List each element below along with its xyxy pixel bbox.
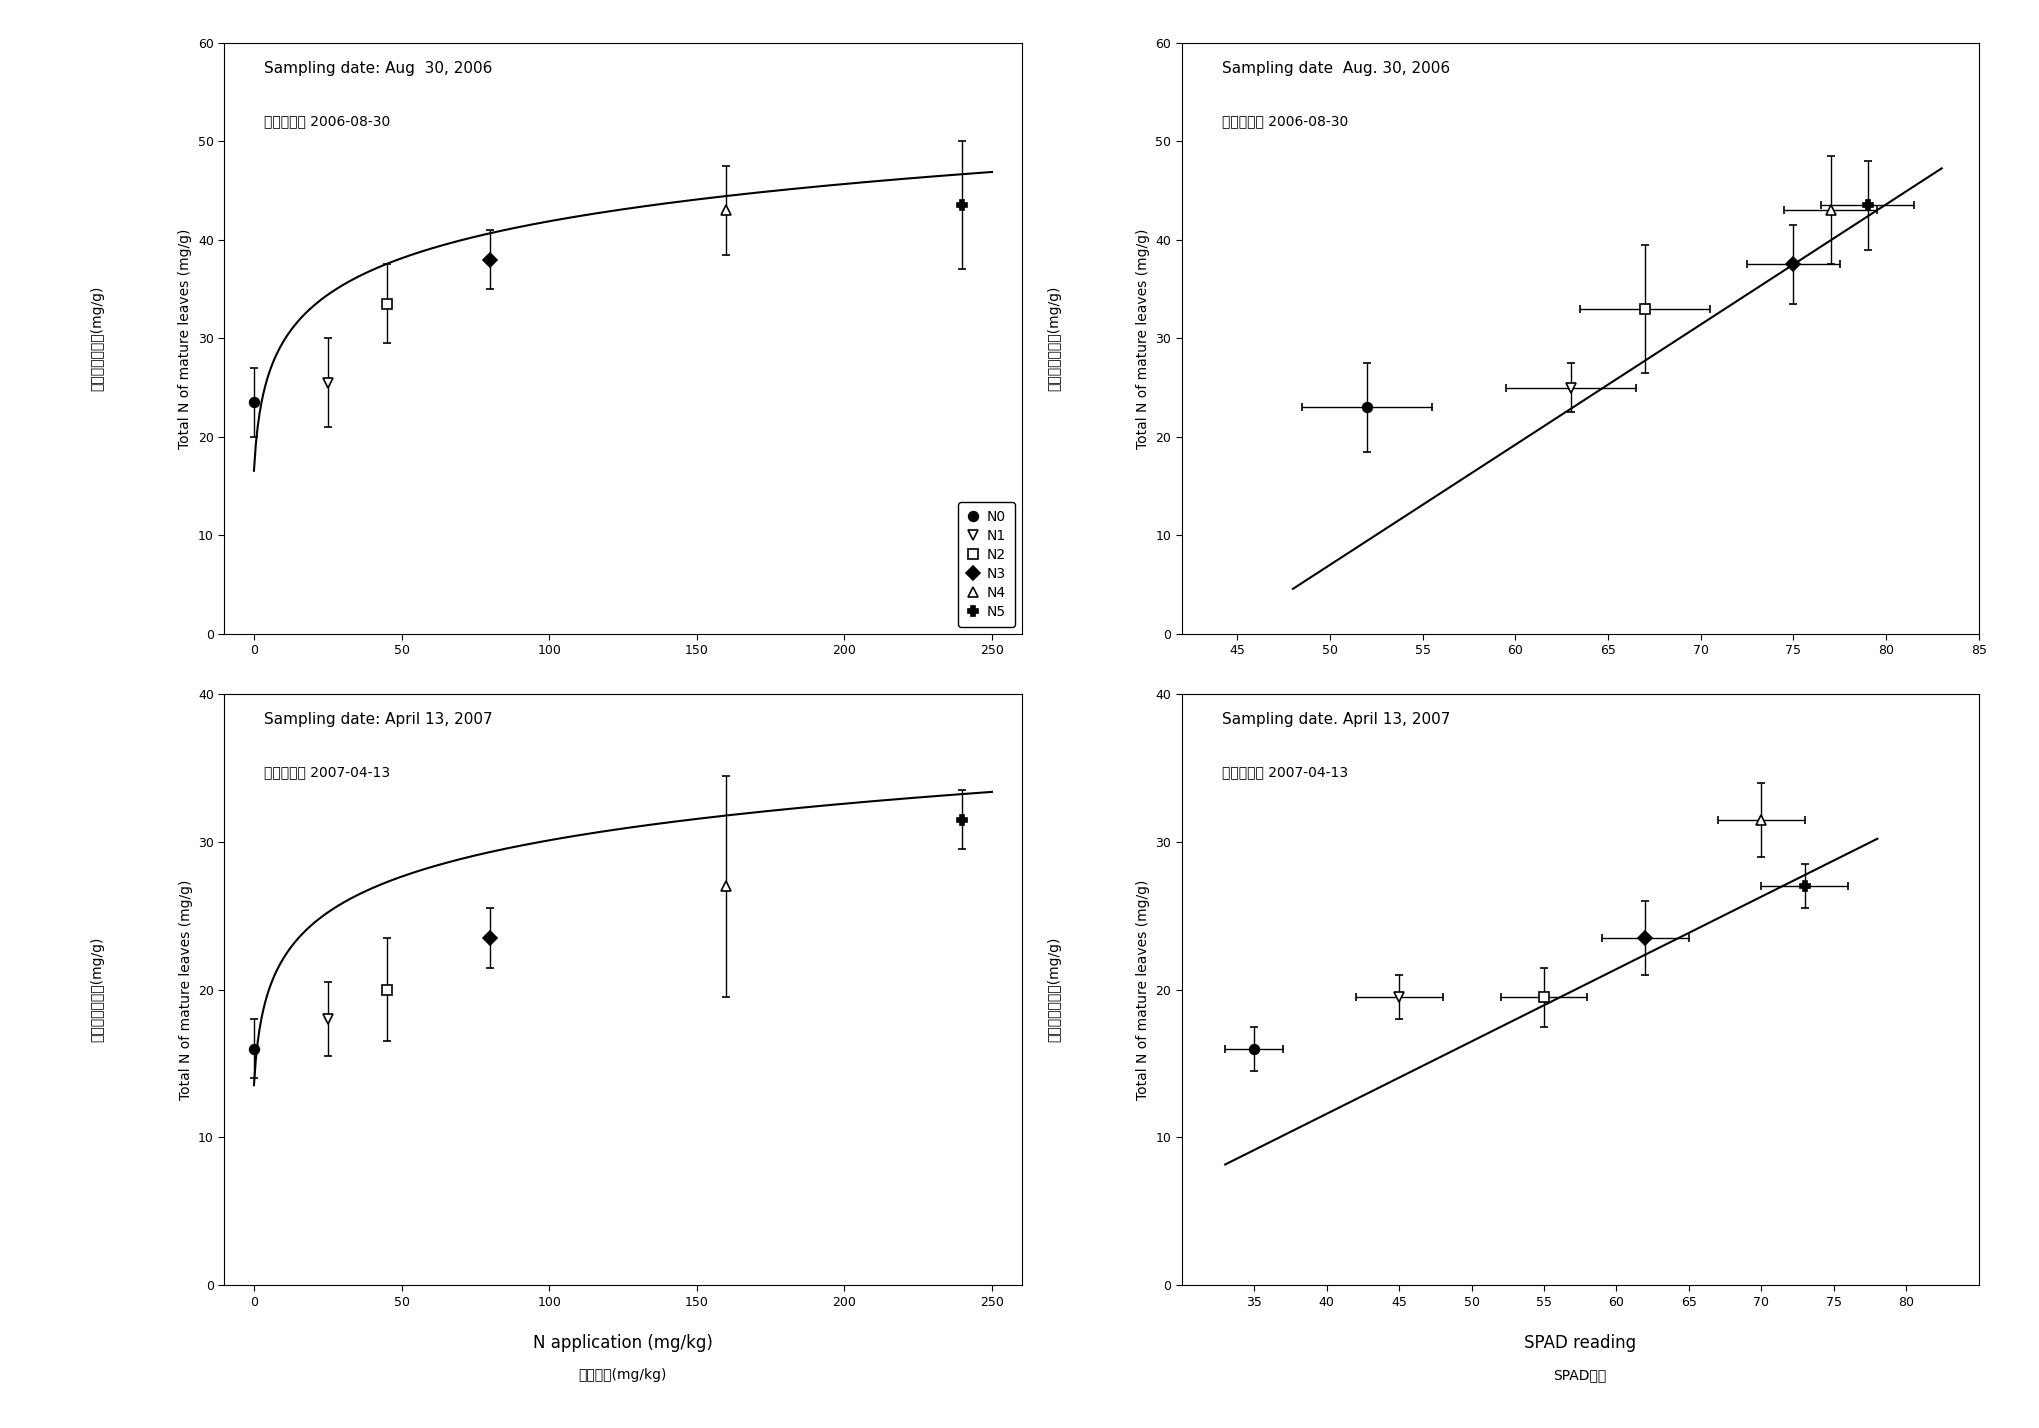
Text: 成熟叶全氮浓度(mg/g): 成熟叶全氮浓度(mg/g)	[90, 937, 104, 1042]
X-axis label: N application (mg/kg): N application (mg/kg)	[532, 1334, 712, 1352]
Text: 成熟叶全氮浓度(mg/g): 成熟叶全氮浓度(mg/g)	[1046, 286, 1060, 391]
Text: Sampling date: April 13, 2007: Sampling date: April 13, 2007	[265, 713, 493, 727]
Text: Sampling date  Aug. 30, 2006: Sampling date Aug. 30, 2006	[1221, 60, 1450, 76]
Y-axis label: Total N of mature leaves (mg/g): Total N of mature leaves (mg/g)	[1136, 880, 1150, 1100]
Y-axis label: Total N of mature leaves (mg/g): Total N of mature leaves (mg/g)	[179, 880, 192, 1100]
Text: Sampling date. April 13, 2007: Sampling date. April 13, 2007	[1221, 713, 1450, 727]
Text: 取样日期： 2006-08-30: 取样日期： 2006-08-30	[265, 114, 389, 127]
Text: 成熟叶全氮浓度(mg/g): 成熟叶全氮浓度(mg/g)	[90, 286, 104, 391]
Text: 氮素用量(mg/kg): 氮素用量(mg/kg)	[579, 1368, 667, 1382]
Text: 成熟叶全氮浓度(mg/g): 成熟叶全氮浓度(mg/g)	[1046, 937, 1060, 1042]
Text: 取样日期： 2007-04-13: 取样日期： 2007-04-13	[1221, 765, 1348, 780]
Text: Sampling date: Aug  30, 2006: Sampling date: Aug 30, 2006	[265, 60, 491, 76]
Y-axis label: Total N of mature leaves (mg/g): Total N of mature leaves (mg/g)	[1136, 228, 1150, 448]
Y-axis label: Total N of mature leaves (mg/g): Total N of mature leaves (mg/g)	[177, 228, 192, 448]
Legend: N0, N1, N2, N3, N4, N5: N0, N1, N2, N3, N4, N5	[958, 501, 1013, 627]
Text: 取样日期： 2006-08-30: 取样日期： 2006-08-30	[1221, 114, 1348, 127]
X-axis label: SPAD reading: SPAD reading	[1523, 1334, 1635, 1352]
Text: SPAD读数: SPAD读数	[1554, 1368, 1607, 1382]
Text: 取样日期： 2007-04-13: 取样日期： 2007-04-13	[265, 765, 389, 780]
